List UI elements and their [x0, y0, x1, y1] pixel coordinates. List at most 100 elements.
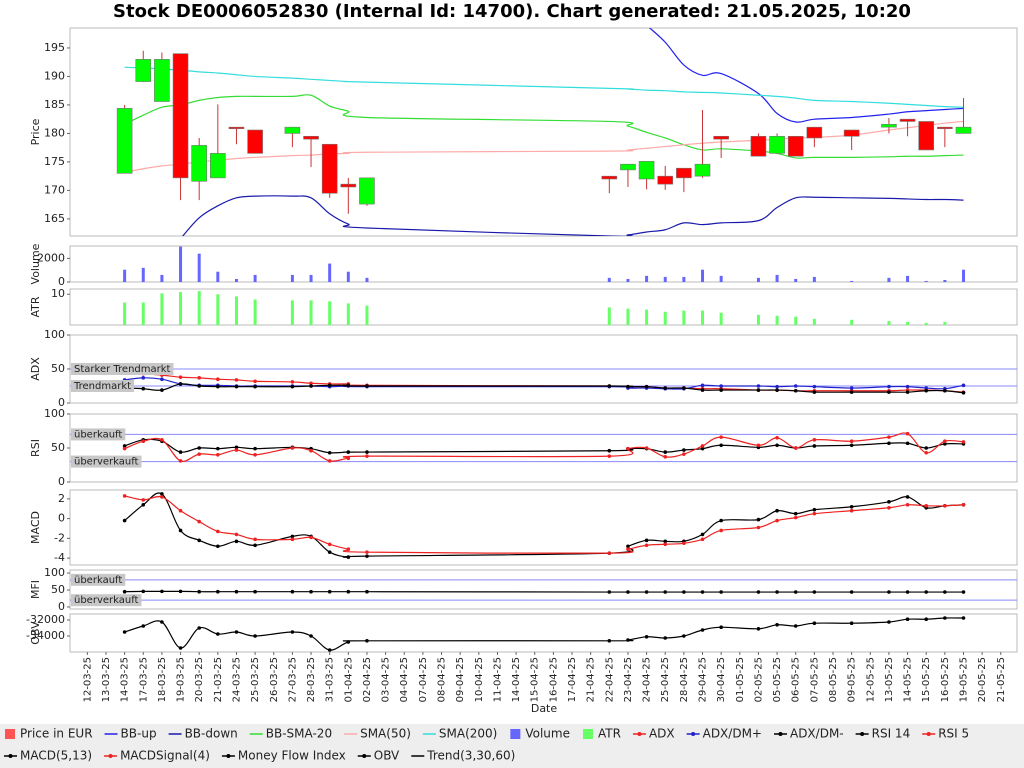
- y-axis-label: MACD: [29, 511, 42, 544]
- line-point: [663, 386, 668, 390]
- bar: [775, 274, 779, 282]
- line-point: [905, 441, 910, 446]
- candle-body: [359, 177, 375, 205]
- line-point: [700, 444, 705, 448]
- line-point: [793, 624, 798, 628]
- line-point: [178, 646, 183, 650]
- legend-item: Volume: [510, 727, 570, 741]
- line-point: [626, 544, 630, 549]
- line-point: [719, 435, 723, 439]
- line-point: [943, 442, 947, 446]
- line-point: [849, 443, 854, 448]
- line-point: [700, 590, 705, 594]
- legend-item: RSI 14: [855, 727, 910, 741]
- bar: [234, 296, 238, 325]
- y-tick-label: -4: [54, 551, 65, 564]
- bar: [197, 253, 201, 282]
- legend-label: SMA(200): [439, 727, 497, 741]
- x-tick-label: 23-04-25: [623, 657, 634, 702]
- line-point: [887, 435, 891, 439]
- line-point: [793, 511, 798, 516]
- panel: [123, 246, 965, 282]
- bar: [328, 263, 332, 282]
- line-point: [141, 386, 146, 391]
- y-tick-label: -34000: [26, 629, 65, 642]
- panel: [122, 616, 966, 652]
- line-point: [775, 388, 779, 392]
- line-point: [700, 388, 705, 392]
- line-point: [253, 384, 257, 389]
- bar: [887, 277, 891, 282]
- line-series: [648, 28, 964, 123]
- line-point: [290, 589, 295, 594]
- line-point: [216, 589, 220, 594]
- bar: [365, 305, 369, 325]
- reference-label-box: [71, 428, 126, 441]
- reference-label-box: [71, 363, 174, 375]
- line-point: [234, 532, 239, 537]
- line-point: [216, 377, 220, 382]
- y-tick-label: 165: [44, 212, 65, 225]
- x-tick-label: 16-04-25: [548, 657, 559, 702]
- y-axis-label: Price: [29, 118, 42, 145]
- legend-swatch: [5, 729, 15, 739]
- line-point: [812, 384, 817, 389]
- bar: [365, 277, 369, 282]
- x-tick-label: 18-03-25: [157, 657, 168, 702]
- bar: [645, 275, 649, 282]
- line-point: [700, 532, 705, 537]
- line-point: [197, 589, 201, 594]
- legend-dot: [8, 754, 13, 758]
- panel-background: [69, 569, 1018, 610]
- x-tick-label: 17-04-25: [567, 657, 578, 702]
- legend-label: MACD(5,13): [20, 749, 92, 763]
- line-point: [178, 508, 183, 513]
- legend-label: Trend(3,30,60): [426, 749, 515, 763]
- line-point: [905, 617, 910, 621]
- line-point: [663, 450, 668, 454]
- line-point: [141, 498, 146, 502]
- bar: [290, 300, 294, 325]
- bar: [775, 315, 779, 325]
- legend-dot: [226, 754, 231, 758]
- y-tick-label: -2: [54, 531, 65, 544]
- line-point: [849, 621, 854, 625]
- line-point: [365, 554, 369, 558]
- line-point: [887, 590, 891, 594]
- panel-background: [69, 613, 1018, 653]
- legend-item: ADX/DM+: [686, 727, 762, 741]
- legend-item: SMA(50): [344, 727, 411, 741]
- candle-body: [638, 161, 655, 180]
- x-tick-label: 15-04-25: [530, 657, 541, 702]
- x-tick-label: 30-04-25: [716, 657, 727, 702]
- line-point: [924, 503, 929, 508]
- legend-item: Price in EUR: [5, 727, 93, 741]
- line-point: [309, 384, 313, 388]
- line-point: [309, 634, 313, 638]
- bar: [663, 276, 667, 282]
- line-point: [346, 450, 351, 454]
- candle-body: [303, 135, 319, 140]
- line-point: [719, 384, 723, 388]
- line-point: [607, 551, 612, 555]
- line-point: [626, 547, 630, 552]
- line-point: [924, 617, 929, 621]
- line-point: [234, 445, 239, 450]
- line-point: [178, 450, 183, 454]
- line-point: [663, 636, 668, 640]
- candle-body: [172, 53, 189, 179]
- line-point: [756, 384, 761, 388]
- line-point: [365, 450, 369, 454]
- y-tick-label: 100: [44, 328, 65, 341]
- line-point: [756, 525, 761, 530]
- legend-item: SMA(200): [422, 727, 497, 741]
- reference-label-box: [71, 455, 142, 468]
- line-point: [756, 388, 761, 392]
- line-point: [905, 590, 910, 594]
- candle-body: [191, 145, 207, 182]
- x-tick-label: 14-03-25: [120, 657, 131, 702]
- line-point: [943, 590, 947, 594]
- line-point: [682, 386, 686, 390]
- x-tick-label: 25-03-25: [250, 657, 261, 702]
- line-point: [365, 384, 369, 388]
